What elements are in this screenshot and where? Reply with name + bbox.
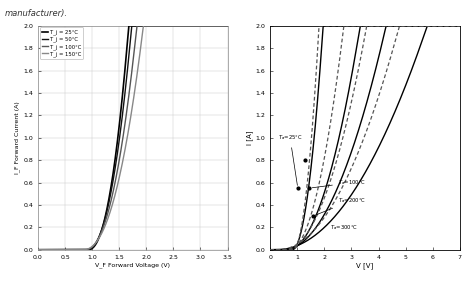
X-axis label: V_F Forward Voltage (V): V_F Forward Voltage (V): [95, 262, 170, 268]
Text: $T_a$=100°C: $T_a$=100°C: [312, 178, 366, 188]
Text: $T_a$=25°C: $T_a$=25°C: [278, 133, 302, 185]
Text: $T_a$=300°C: $T_a$=300°C: [330, 223, 358, 232]
Text: $T_a$=200°C: $T_a$=200°C: [316, 196, 366, 215]
Legend: T_j = 25°C, T_j = 50°C, T_j = 100°C, T_j = 150°C: T_j = 25°C, T_j = 50°C, T_j = 100°C, T_j…: [39, 28, 83, 59]
Y-axis label: I [A]: I [A]: [246, 131, 253, 145]
Y-axis label: I_F Forward Current (A): I_F Forward Current (A): [15, 101, 20, 174]
Text: manufacturer).: manufacturer).: [5, 9, 68, 18]
X-axis label: V [V]: V [V]: [356, 262, 374, 269]
